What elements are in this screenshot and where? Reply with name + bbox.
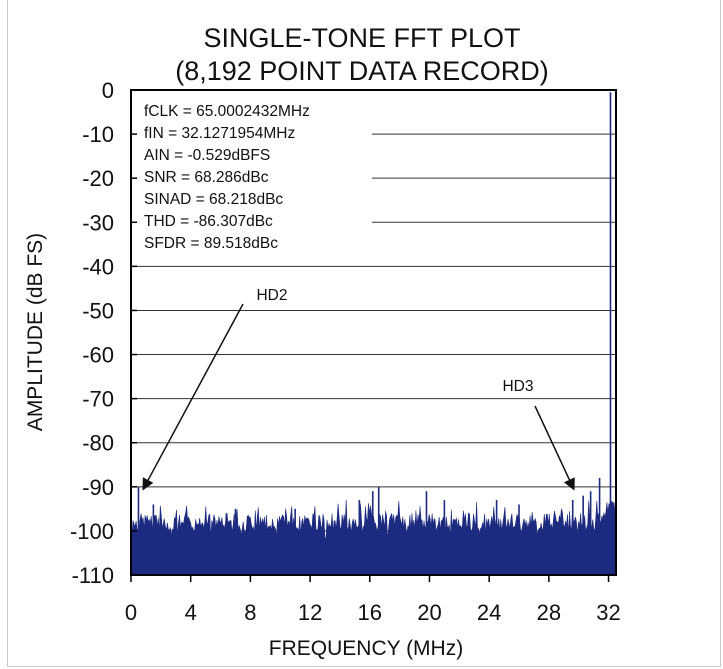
chart-subtitle: (8,192 POINT DATA RECORD) (175, 56, 549, 86)
y-tick-label: -30 (82, 210, 114, 235)
y-tick-label: 0 (102, 78, 114, 103)
figure-frame (7, 0, 721, 667)
y-axis-label: AMPLITUDE (dB FS) (24, 233, 47, 431)
x-tick-label: 8 (244, 600, 256, 625)
y-tick-label: -10 (82, 122, 114, 147)
y-tick-label: -50 (82, 298, 114, 323)
annotation-line: fIN = 32.1271954MHz (144, 125, 295, 142)
y-tick-label: -70 (82, 387, 114, 412)
x-tick-label: 12 (298, 600, 322, 625)
x-tick-label: 20 (417, 600, 441, 625)
x-axis-label: FREQUENCY (MHz) (269, 637, 463, 660)
measurement-annotations: fCLK = 65.0002432MHz fIN = 32.1271954MHz A… (144, 103, 310, 252)
annotation-line: SNR = 68.286dBc (144, 169, 269, 186)
x-axis-ticks: 0 4 8 12 16 20 24 28 32 (125, 575, 621, 625)
x-tick-label: 0 (125, 600, 137, 625)
y-tick-label: -40 (82, 254, 114, 279)
annotation-line: SINAD = 68.218dBc (144, 191, 283, 208)
y-tick-label: -100 (70, 519, 114, 544)
marker-label: HD2 (256, 287, 287, 304)
annotation-line: THD = -86.307dBc (144, 213, 273, 230)
y-tick-label: -60 (82, 343, 114, 368)
x-tick-label: 28 (537, 600, 561, 625)
annotation-line: SFDR = 89.518dBc (144, 235, 278, 252)
annotation-line: fCLK = 65.0002432MHz (144, 103, 310, 120)
annotation-line: AIN = -0.529dBFS (144, 147, 270, 164)
spectrum-series (130, 92, 617, 576)
chart-title: SINGLE-TONE FFT PLOT (203, 23, 520, 53)
harmonic-markers: HD2 HD3 (142, 287, 575, 491)
plot-area (130, 89, 617, 576)
marker-arrow (142, 303, 244, 491)
y-tick-label: -80 (82, 431, 114, 456)
x-tick-label: 32 (596, 600, 620, 625)
x-tick-label: 16 (358, 600, 382, 625)
x-tick-label: 24 (477, 600, 501, 625)
y-tick-label: -110 (72, 563, 114, 588)
y-axis-ticks: 0 -10 -20 -30 -40 -50 -60 -70 -80 -90 -100 -110 (70, 78, 137, 588)
y-tick-label: -90 (82, 475, 114, 500)
y-tick-label: -20 (82, 166, 114, 191)
x-tick-label: 4 (185, 600, 197, 625)
marker-arrow (534, 405, 575, 491)
marker-label: HD3 (502, 378, 533, 395)
